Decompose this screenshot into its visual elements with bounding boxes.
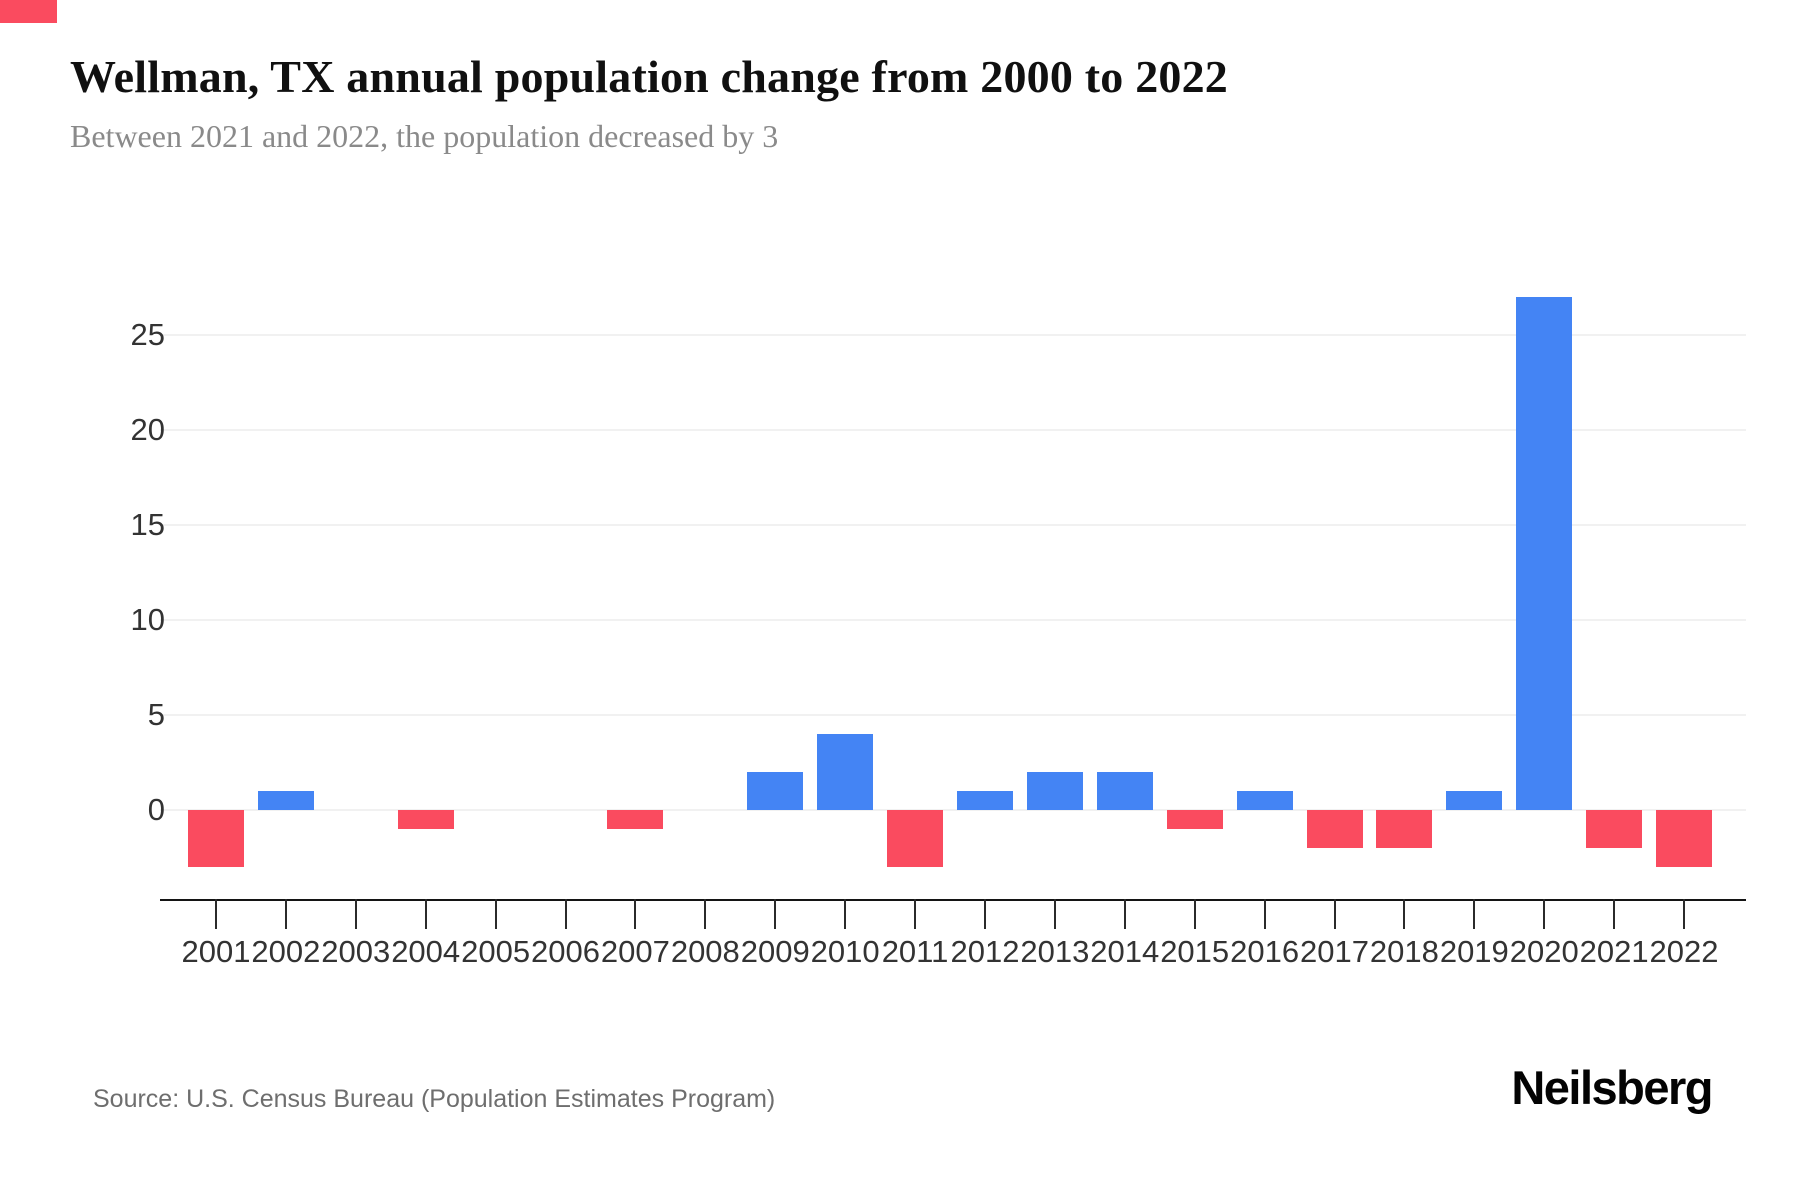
x-axis-label-2008: 2008 (670, 934, 740, 969)
grid-line (160, 714, 1746, 716)
page-subtitle: Between 2021 and 2022, the population de… (70, 118, 779, 154)
bar-2019[interactable] (1446, 791, 1503, 810)
grid-line (160, 809, 1746, 811)
x-axis-label-2015: 2015 (1160, 934, 1230, 969)
bar-2018[interactable] (1376, 810, 1433, 848)
x-axis-tick (1683, 899, 1686, 929)
y-axis-label: 15 (130, 507, 165, 542)
bar-2017[interactable] (1306, 810, 1363, 848)
x-axis-label-2012: 2012 (950, 934, 1020, 969)
x-axis-tick (1193, 899, 1196, 929)
bar-2013[interactable] (1026, 772, 1083, 810)
x-axis-tick (1543, 899, 1546, 929)
bar-2015[interactable] (1166, 810, 1223, 829)
x-axis-tick (1403, 899, 1406, 929)
x-axis-tick (1613, 899, 1616, 929)
bar-2004[interactable] (397, 810, 454, 829)
brand-accent-mark (0, 0, 57, 23)
x-axis-tick (1473, 899, 1476, 929)
bar-2010[interactable] (817, 734, 874, 810)
x-axis-label-2019: 2019 (1439, 934, 1509, 969)
y-axis-label: 20 (130, 412, 165, 447)
x-axis-label-2004: 2004 (391, 934, 461, 969)
bar-2011[interactable] (887, 810, 944, 867)
x-axis-tick (424, 899, 427, 929)
x-axis-label-2022: 2022 (1649, 934, 1719, 969)
x-axis-label-2005: 2005 (461, 934, 531, 969)
y-axis-label: 5 (147, 697, 165, 732)
x-axis-label-2009: 2009 (740, 934, 810, 969)
x-axis-label-2011: 2011 (881, 934, 949, 969)
x-axis-tick (1123, 899, 1126, 929)
x-axis-label-2014: 2014 (1090, 934, 1160, 969)
x-axis-tick (844, 899, 847, 929)
grid-line (160, 524, 1746, 526)
x-axis-label-2010: 2010 (810, 934, 880, 969)
grid-line (160, 429, 1746, 431)
x-axis-tick (1333, 899, 1336, 929)
y-axis-label: 25 (130, 317, 165, 352)
bar-2012[interactable] (956, 791, 1013, 810)
neilsberg-logo[interactable]: Neilsberg (1511, 1061, 1713, 1114)
x-axis-tick (914, 899, 917, 929)
grid-line (160, 619, 1746, 621)
x-axis-tick (214, 899, 217, 929)
x-axis-label-2001: 2001 (181, 934, 251, 969)
bar-2022[interactable] (1656, 810, 1713, 867)
x-axis-tick (354, 899, 357, 929)
x-axis-line (160, 899, 1746, 901)
x-axis-label-2018: 2018 (1369, 934, 1439, 969)
y-axis-label: 10 (130, 602, 165, 637)
x-axis-label-2007: 2007 (600, 934, 670, 969)
bar-2016[interactable] (1236, 791, 1293, 810)
x-axis-tick (1053, 899, 1056, 929)
bar-2020[interactable] (1516, 297, 1573, 810)
x-axis-tick (983, 899, 986, 929)
x-axis-tick (634, 899, 637, 929)
x-axis-label-2006: 2006 (531, 934, 600, 969)
page-title: Wellman, TX annual population change fro… (70, 51, 1228, 102)
grid-line (160, 334, 1746, 336)
y-axis-label: 0 (147, 792, 165, 827)
x-axis-tick (564, 899, 567, 929)
x-axis-tick (774, 899, 777, 929)
x-axis-label-2002: 2002 (251, 934, 321, 969)
source-note: Source: U.S. Census Bureau (Population E… (93, 1085, 776, 1113)
x-axis-label-2013: 2013 (1020, 934, 1090, 969)
bar-2007[interactable] (607, 810, 664, 829)
x-axis-label-2017: 2017 (1300, 934, 1369, 969)
bar-2021[interactable] (1586, 810, 1643, 848)
bar-2001[interactable] (187, 810, 244, 867)
x-axis-label-2003: 2003 (321, 934, 391, 969)
x-axis-label-2021: 2021 (1579, 934, 1649, 969)
bar-2002[interactable] (257, 791, 314, 810)
x-axis-tick (494, 899, 497, 929)
bar-2014[interactable] (1096, 772, 1153, 810)
x-axis-tick (284, 899, 287, 929)
x-axis-label-2016: 2016 (1230, 934, 1300, 969)
x-axis-tick (1263, 899, 1266, 929)
bar-2009[interactable] (747, 772, 804, 810)
x-axis-label-2020: 2020 (1509, 934, 1579, 969)
x-axis-tick (704, 899, 707, 929)
